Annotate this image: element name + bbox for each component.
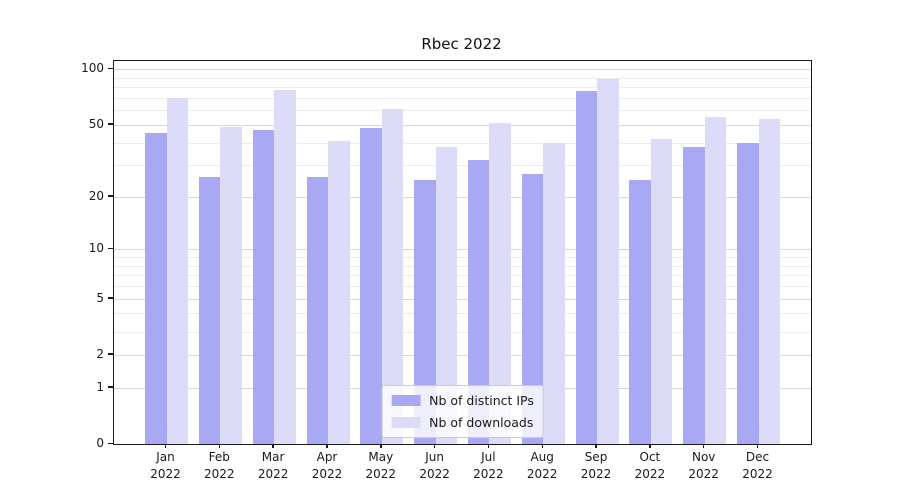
y-tick-mark xyxy=(108,123,113,125)
y-tick-mark xyxy=(108,386,113,388)
y-tick-label: 50 xyxy=(88,116,104,131)
y-tick-mark xyxy=(108,353,113,355)
x-tick-label: May 2022 xyxy=(365,450,397,481)
bar-ips-nov xyxy=(683,146,705,444)
x-tick-mark xyxy=(380,444,382,448)
bar-ips-may xyxy=(360,128,382,444)
x-tick-mark xyxy=(326,444,328,448)
bar-downloads-mar xyxy=(274,90,296,444)
y-tick-label: 5 xyxy=(96,290,104,305)
x-tick-mark xyxy=(649,444,651,448)
minor-gridline xyxy=(114,286,811,288)
bar-downloads-jun xyxy=(435,146,458,444)
x-tick-label: Jul 2022 xyxy=(473,450,504,481)
bar-downloads-feb xyxy=(220,126,242,444)
bar-downloads-jul xyxy=(489,123,511,444)
x-tick-label: Jun 2022 xyxy=(419,450,450,481)
y-tick-mark xyxy=(108,247,113,250)
bar-downloads-apr xyxy=(328,140,350,444)
plot-area: Nb of distinct IPs Nb of downloads xyxy=(113,60,812,445)
x-tick-mark xyxy=(595,444,597,448)
legend-item-distinct-ips: Nb of distinct IPs xyxy=(391,393,534,408)
x-tick-mark xyxy=(218,444,221,448)
y-tick-label: 20 xyxy=(88,188,104,203)
y-tick-mark xyxy=(108,195,113,197)
x-tick-label: Sep 2022 xyxy=(580,450,612,481)
major-gridline xyxy=(114,354,811,356)
y-tick-mark xyxy=(108,442,113,444)
minor-gridline xyxy=(114,257,811,259)
minor-gridline xyxy=(114,275,811,277)
minor-gridline xyxy=(114,87,811,89)
bar-ips-jan xyxy=(145,133,167,444)
bar-ips-jul xyxy=(467,160,490,444)
major-gridline xyxy=(114,249,811,251)
x-tick-mark xyxy=(487,444,490,448)
y-tick-mark xyxy=(108,67,113,70)
minor-gridline xyxy=(114,77,811,79)
minor-gridline xyxy=(114,110,811,112)
x-tick-label: Aug 2022 xyxy=(526,450,558,481)
bar-downloads-may xyxy=(381,109,404,444)
bar-ips-oct xyxy=(629,179,651,444)
bar-downloads-dec xyxy=(758,118,780,444)
minor-gridline xyxy=(114,98,811,99)
x-tick-label: Jan 2022 xyxy=(150,450,181,481)
y-tick-label: 1 xyxy=(96,379,104,394)
minor-gridline xyxy=(114,165,811,167)
major-gridline xyxy=(114,298,811,300)
y-tick-label: 0 xyxy=(96,436,104,450)
minor-gridline xyxy=(114,265,811,267)
x-tick-label: Nov 2022 xyxy=(688,450,719,481)
bar-ips-sep xyxy=(575,91,597,444)
bar-downloads-jan xyxy=(166,98,188,444)
bar-downloads-nov xyxy=(704,117,727,444)
bar-downloads-aug xyxy=(543,142,565,444)
x-tick-label: Mar 2022 xyxy=(257,450,289,481)
bar-ips-mar xyxy=(252,129,275,444)
major-gridline xyxy=(114,196,811,198)
x-tick-mark xyxy=(702,444,705,448)
y-tick-mark xyxy=(108,297,113,299)
major-gridline xyxy=(114,124,811,126)
x-tick-label: Feb 2022 xyxy=(204,450,235,481)
ips-color-swatch xyxy=(391,395,421,406)
x-tick-label: Apr 2022 xyxy=(311,450,343,481)
legend-label: Nb of downloads xyxy=(429,415,534,430)
x-tick-mark xyxy=(164,444,167,448)
bar-ips-feb xyxy=(198,176,221,444)
x-tick-label: Oct 2022 xyxy=(634,450,666,481)
minor-gridline xyxy=(114,142,811,144)
legend: Nb of distinct IPs Nb of downloads xyxy=(381,385,544,438)
legend-item-downloads: Nb of downloads xyxy=(391,415,534,430)
y-tick-label: 10 xyxy=(88,241,104,256)
bar-downloads-sep xyxy=(597,78,619,444)
downloads-color-swatch xyxy=(391,417,421,428)
major-gridline xyxy=(114,69,811,71)
bar-ips-dec xyxy=(737,142,759,444)
x-tick-mark xyxy=(756,444,759,448)
x-tick-label: Dec 2022 xyxy=(742,450,773,481)
x-tick-mark xyxy=(272,444,274,448)
bar-ips-apr xyxy=(306,176,328,444)
chart-title: Rbec 2022 xyxy=(421,35,502,53)
bar-downloads-oct xyxy=(650,138,673,444)
minor-gridline xyxy=(114,331,811,333)
bar-ips-jun xyxy=(414,179,436,444)
legend-label: Nb of distinct IPs xyxy=(429,393,534,408)
y-tick-label: 2 xyxy=(96,346,104,361)
minor-gridline xyxy=(114,313,811,315)
x-tick-mark xyxy=(433,444,436,448)
x-tick-mark xyxy=(541,444,543,448)
y-tick-label: 100 xyxy=(81,61,104,76)
bar-ips-aug xyxy=(521,173,544,444)
